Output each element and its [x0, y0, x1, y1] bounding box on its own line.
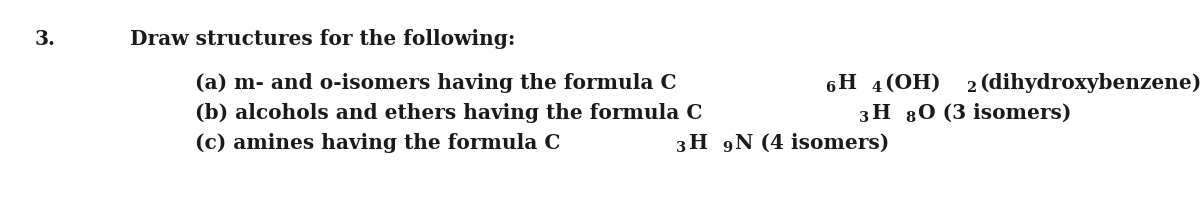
Text: (a) m- and o-isomers having the formula C: (a) m- and o-isomers having the formula …	[194, 73, 684, 93]
Text: Draw structures for the following:: Draw structures for the following:	[130, 29, 515, 49]
Text: H: H	[839, 73, 864, 93]
Text: (OH): (OH)	[886, 73, 948, 93]
Text: 3.: 3.	[35, 29, 56, 49]
Text: 2: 2	[966, 81, 976, 95]
Text: 3: 3	[859, 110, 869, 124]
Text: (dihydroxybenzene): (dihydroxybenzene)	[979, 73, 1200, 93]
Text: H: H	[689, 132, 714, 152]
Text: (b) alcohols and ethers having the formula C: (b) alcohols and ethers having the formu…	[194, 102, 709, 122]
Text: 4: 4	[872, 81, 882, 95]
Text: N (4 isomers): N (4 isomers)	[736, 132, 889, 152]
Text: 9: 9	[722, 140, 732, 154]
Text: O (3 isomers): O (3 isomers)	[918, 102, 1072, 122]
Text: 8: 8	[905, 110, 916, 124]
Text: (c) amines having the formula C: (c) amines having the formula C	[194, 132, 568, 152]
Text: 3: 3	[676, 140, 685, 154]
Text: 6: 6	[826, 81, 835, 95]
Text: H: H	[871, 102, 898, 122]
